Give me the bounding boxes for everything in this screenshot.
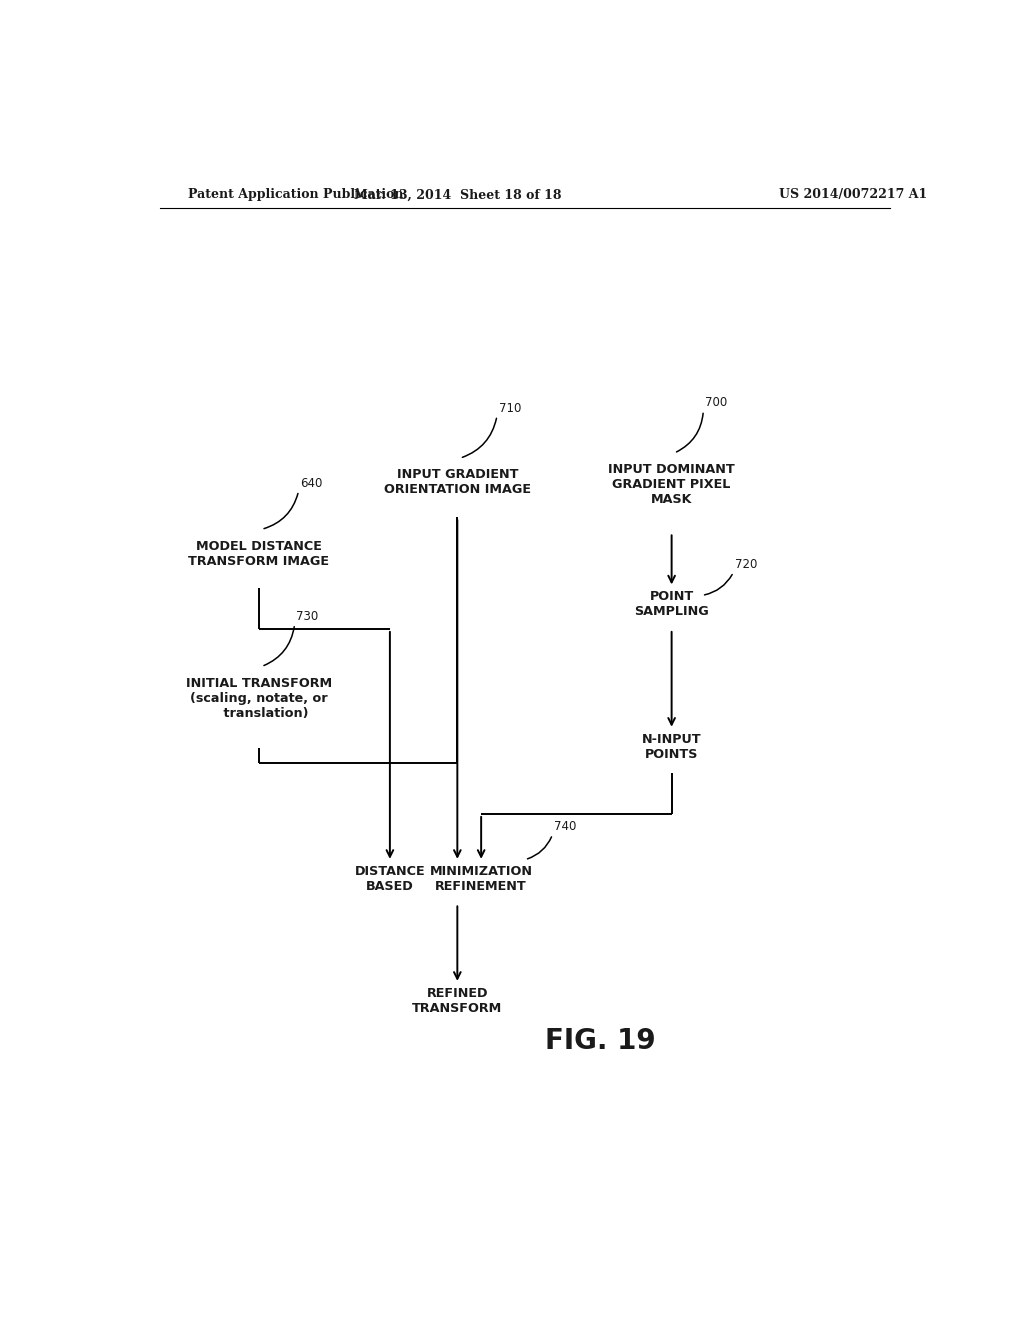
- Text: Mar. 13, 2014  Sheet 18 of 18: Mar. 13, 2014 Sheet 18 of 18: [353, 189, 561, 202]
- Text: REFINED
TRANSFORM: REFINED TRANSFORM: [413, 987, 503, 1015]
- Text: N-INPUT
POINTS: N-INPUT POINTS: [642, 733, 701, 760]
- Text: INPUT DOMINANT
GRADIENT PIXEL
MASK: INPUT DOMINANT GRADIENT PIXEL MASK: [608, 463, 735, 507]
- Text: FIG. 19: FIG. 19: [545, 1027, 655, 1055]
- Text: POINT
SAMPLING: POINT SAMPLING: [634, 590, 709, 618]
- Text: MINIMIZATION
REFINEMENT: MINIMIZATION REFINEMENT: [430, 865, 532, 892]
- Text: INITIAL TRANSFORM
(scaling, notate, or
   translation): INITIAL TRANSFORM (scaling, notate, or t…: [186, 677, 332, 719]
- Text: 640: 640: [300, 477, 323, 490]
- Text: MODEL DISTANCE
TRANSFORM IMAGE: MODEL DISTANCE TRANSFORM IMAGE: [188, 540, 330, 568]
- Text: 710: 710: [499, 401, 521, 414]
- Text: 700: 700: [705, 396, 727, 409]
- Text: US 2014/0072217 A1: US 2014/0072217 A1: [778, 189, 927, 202]
- Text: 730: 730: [296, 610, 318, 623]
- Text: Patent Application Publication: Patent Application Publication: [187, 189, 403, 202]
- Text: 740: 740: [554, 820, 577, 833]
- Text: 720: 720: [735, 558, 758, 572]
- Text: INPUT GRADIENT
ORIENTATION IMAGE: INPUT GRADIENT ORIENTATION IMAGE: [384, 469, 530, 496]
- Text: DISTANCE
BASED: DISTANCE BASED: [354, 865, 425, 892]
